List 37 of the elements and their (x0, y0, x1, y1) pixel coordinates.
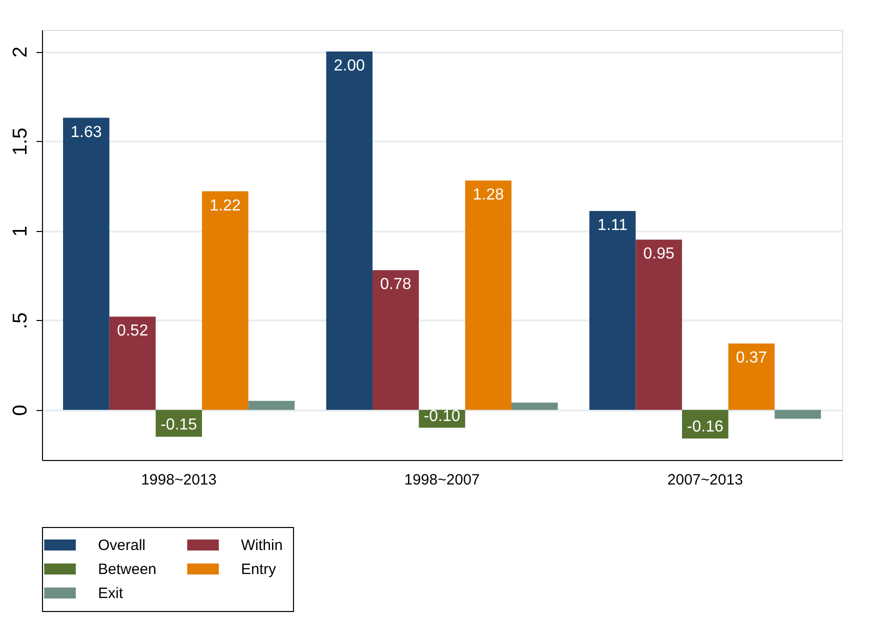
bar (202, 191, 248, 410)
data-label: 0.78 (380, 276, 412, 294)
data-label: 1.63 (70, 124, 102, 141)
bar (774, 410, 821, 419)
bar (109, 316, 156, 410)
y-tick-label: 1.5 (10, 128, 32, 156)
x-tick-label: 2007~2013 (667, 472, 743, 488)
data-label: 0.52 (116, 322, 148, 340)
bar (589, 210, 636, 410)
bar (326, 52, 373, 410)
y-tick-label: 2 (10, 46, 32, 58)
y-tick-label: .5 (10, 312, 32, 330)
bar (636, 240, 682, 410)
data-label: 0.37 (736, 350, 768, 367)
legend-label: Between (98, 561, 156, 578)
data-label: 1.28 (472, 186, 504, 204)
x-tick-label: 1998~2007 (404, 472, 480, 488)
bar (511, 402, 558, 410)
bar (465, 180, 512, 410)
y-tick-label: 1 (10, 226, 32, 237)
data-label: -0.16 (686, 418, 724, 436)
data-label: 1.11 (598, 216, 628, 234)
data-label: -0.10 (424, 408, 460, 425)
bar (728, 344, 775, 410)
bar (372, 270, 419, 410)
x-tick-label: 1998~2013 (141, 472, 217, 488)
data-label: -0.15 (160, 416, 198, 434)
legend-label: Exit (98, 585, 124, 602)
data-label: 1.22 (210, 197, 241, 214)
legend-label: Overall (98, 537, 146, 554)
y-tick-label: 0 (10, 404, 32, 416)
bar (248, 400, 295, 410)
legend-label: Entry (241, 561, 277, 578)
bar (63, 118, 110, 410)
data-label: 2.00 (334, 58, 366, 74)
legend-label: Within (241, 537, 283, 554)
data-label: 0.95 (643, 246, 675, 263)
